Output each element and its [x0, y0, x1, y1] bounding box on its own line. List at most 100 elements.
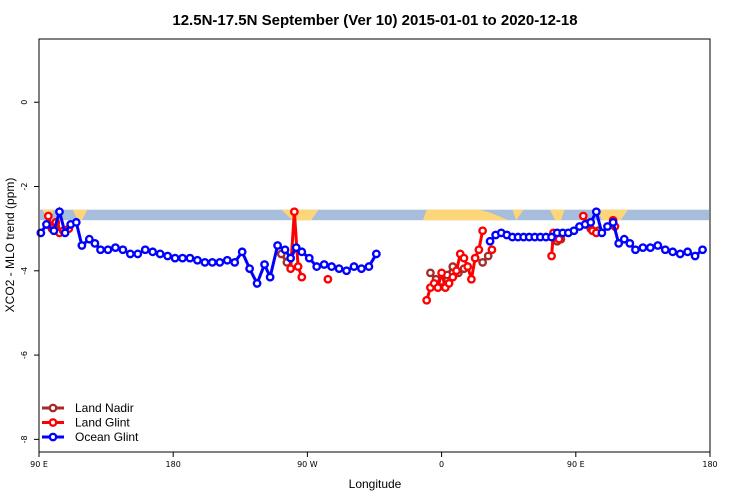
data-point — [547, 251, 556, 261]
data-point — [286, 253, 296, 263]
data-point — [467, 274, 476, 284]
data-point — [426, 268, 435, 278]
data-point — [265, 272, 275, 282]
legend-label: Ocean Glint — [75, 430, 139, 444]
data-point — [631, 245, 640, 255]
data-point — [155, 249, 165, 259]
x-axis-label: Longitude — [349, 477, 402, 491]
data-point — [645, 243, 655, 253]
data-point — [478, 257, 488, 267]
data-point — [625, 238, 635, 248]
data-point — [327, 262, 337, 271]
data-point — [230, 257, 240, 267]
data-point — [437, 268, 446, 278]
data-point — [364, 262, 374, 271]
data-point — [170, 253, 180, 263]
data-point — [297, 272, 307, 282]
series-ocean-glint — [36, 206, 707, 288]
data-point — [619, 234, 629, 244]
data-point — [103, 245, 113, 255]
legend-label: Land Nadir — [75, 401, 134, 415]
data-point — [483, 251, 493, 261]
data-point — [478, 226, 488, 236]
data-point — [547, 232, 556, 242]
data-point — [485, 236, 495, 246]
data-point — [452, 266, 461, 276]
data-point — [608, 217, 618, 227]
data-point — [71, 217, 81, 227]
land-region-3 — [422, 209, 509, 221]
x-tick-label: 0 — [439, 460, 444, 469]
data-point — [690, 251, 700, 261]
data-point — [591, 207, 601, 217]
data-point — [342, 266, 351, 276]
data-point — [297, 247, 307, 257]
data-point — [448, 272, 458, 282]
data-point — [660, 245, 670, 255]
data-point — [96, 245, 105, 255]
data-point — [357, 264, 366, 274]
data-point — [319, 260, 329, 269]
data-point — [280, 245, 290, 255]
data-point — [140, 245, 150, 255]
x-tick-label: 90 W — [297, 460, 318, 469]
x-tick-label: 90 E — [30, 460, 48, 469]
legend-label: Land Glint — [75, 416, 130, 430]
y-axis: 0 -2 -4 -6 -8 — [20, 100, 39, 443]
data-point — [422, 295, 432, 305]
series-line — [39, 206, 378, 288]
data-point — [614, 238, 624, 248]
x-tick-label: 180 — [166, 460, 181, 469]
data-point — [683, 247, 693, 257]
data-point — [200, 257, 210, 267]
data-point — [43, 211, 53, 221]
data-point — [77, 241, 87, 250]
data-point — [474, 245, 484, 255]
data-point — [55, 207, 64, 217]
data-point — [586, 217, 596, 227]
data-point — [463, 262, 473, 271]
data-point — [578, 211, 588, 221]
y-tick-label: 0 — [20, 100, 29, 105]
y-tick-label: -2 — [20, 183, 29, 191]
data-point — [304, 253, 314, 263]
y-axis-label: XCO2 - MLO trend (ppm) — [3, 178, 17, 313]
data-point — [118, 245, 128, 255]
data-point — [42, 220, 51, 229]
data-point — [237, 247, 247, 257]
data-point — [603, 222, 612, 231]
data-point — [459, 253, 469, 263]
data-point — [675, 249, 685, 259]
data-point — [371, 249, 381, 259]
chart-title: 12.5N-17.5N September (Ver 10) 2015-01-0… — [172, 12, 577, 29]
data-point — [349, 262, 359, 271]
data-point — [569, 226, 579, 236]
x-tick-label: 180 — [702, 460, 717, 469]
ocean-band — [40, 209, 709, 221]
land-region-1 — [72, 209, 88, 221]
data-point — [444, 279, 454, 288]
y-tick-label: -6 — [20, 351, 29, 359]
data-point — [312, 262, 322, 271]
legend-marker — [48, 418, 58, 427]
data-point — [291, 243, 301, 253]
legend-marker — [48, 432, 58, 442]
x-axis: 90 E 180 90 W 0 90 E 180 — [30, 452, 718, 469]
data-point — [133, 249, 143, 259]
data-point — [260, 260, 269, 269]
data-point — [125, 249, 135, 259]
data-point — [487, 245, 497, 255]
plot-area — [36, 206, 709, 305]
data-point — [207, 257, 217, 267]
data-point — [638, 243, 648, 253]
data-point — [334, 264, 344, 274]
data-point — [293, 262, 303, 271]
data-point — [245, 264, 255, 274]
data-point — [215, 257, 225, 267]
data-point — [323, 274, 333, 284]
land-region-5 — [549, 209, 565, 221]
data-point — [90, 238, 100, 248]
data-point — [111, 243, 120, 253]
